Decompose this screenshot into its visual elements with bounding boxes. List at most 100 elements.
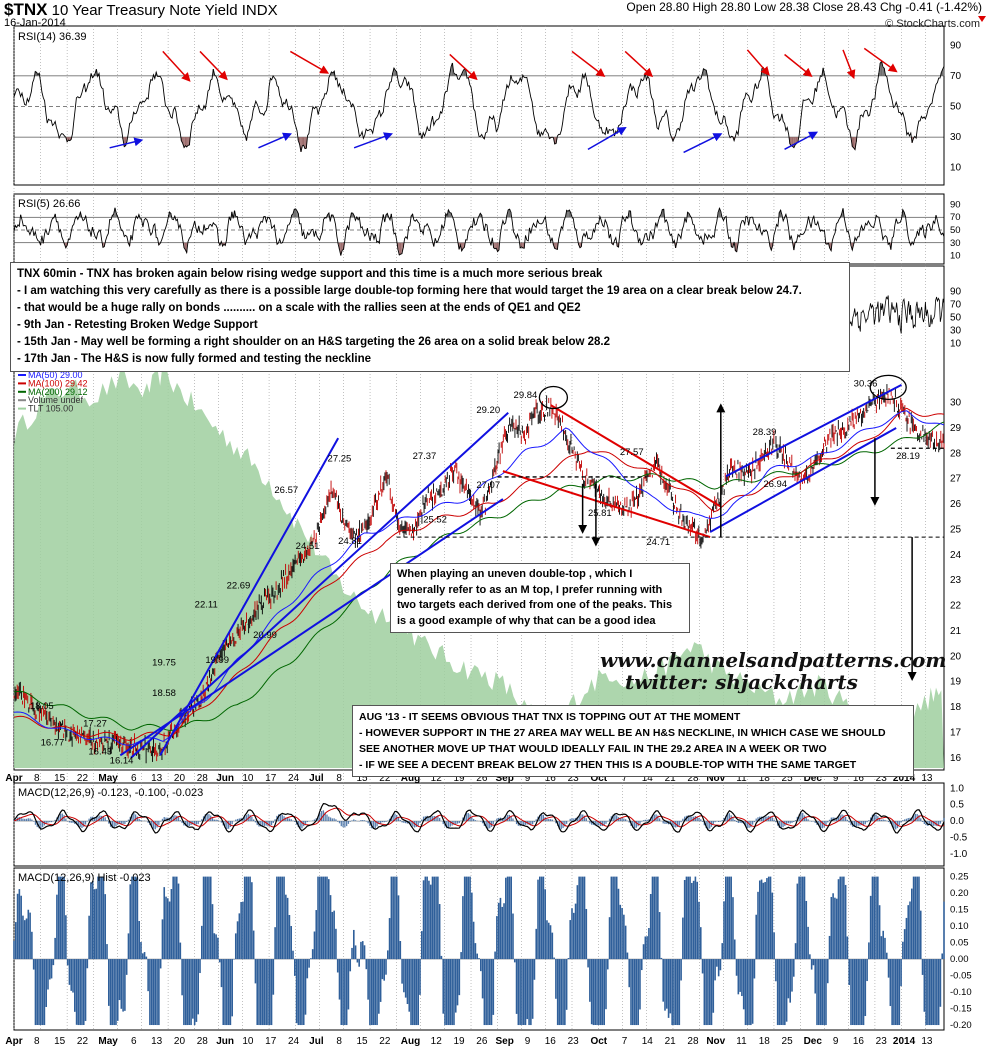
x-tick-label: 25	[782, 1036, 794, 1047]
price-tick-label: 22	[950, 601, 962, 612]
x-tick-label: 23	[876, 1036, 888, 1047]
x-tick-label: 28	[687, 773, 699, 784]
x-tick-label: 21	[665, 773, 677, 784]
note-line: - HOWEVER SUPPORT IN THE 27 AREA MAY WEL…	[359, 727, 886, 739]
x-tick-label: 9	[833, 1036, 839, 1047]
hist-tick-label: 0.00	[950, 954, 969, 965]
price-label: 24.71	[646, 537, 670, 548]
x-tick-label: 9	[833, 773, 839, 784]
x-tick-label: Dec	[804, 773, 823, 784]
hist-tick-label: 0.05	[950, 938, 969, 949]
hist-tick-label: -0.15	[950, 1004, 972, 1015]
x-tick-label: 28	[197, 1036, 209, 1047]
note-line: SEE ANOTHER MOVE UP THAT WOULD IDEALLY F…	[359, 743, 827, 755]
x-tick-label: May	[98, 773, 118, 784]
hist-tick-label: 0.15	[950, 905, 969, 916]
price-label: 22.69	[227, 580, 251, 591]
macd-tick-label: 0.0	[950, 816, 964, 827]
rsi5-tick-label: 70	[950, 212, 961, 223]
note-line: - 9th Jan - Retesting Broken Wedge Suppo…	[17, 319, 258, 331]
rsi-divergence-arrow-red	[746, 49, 770, 76]
x-tick-label: 8	[336, 1036, 342, 1047]
note-line: TNX 60min - TNX has broken again below r…	[17, 268, 603, 280]
x-tick-label: 26	[476, 1036, 488, 1047]
legend-label: Volume undef	[28, 395, 84, 405]
macd-tick-label: -0.5	[950, 832, 968, 843]
macd-title: MACD(12,26,9) -0.123, -0.100, -0.023	[18, 787, 203, 799]
falling-channel-lower	[502, 470, 711, 539]
x-tick-label: Apr	[5, 1036, 22, 1047]
x-tick-label: Aug	[401, 1036, 420, 1047]
x-tick-label: 12	[431, 1036, 443, 1047]
rsi-divergence-arrow-blue	[587, 127, 627, 150]
rising-wedge-upper	[725, 383, 902, 478]
panel-frame	[13, 193, 945, 265]
x-tick-label: 14	[642, 773, 654, 784]
x-tick-label: Jul	[309, 773, 324, 784]
x-tick-label: 20	[174, 1036, 186, 1047]
price-label: 25.52	[423, 514, 447, 525]
price-label: 30.36	[854, 379, 878, 390]
x-tick-label: 16	[853, 773, 865, 784]
rsi-divergence-arrow-red	[162, 50, 191, 82]
x-tick-label: 11	[736, 773, 747, 784]
x-tick-label: 11	[736, 1036, 747, 1047]
price-label: 29.84	[514, 390, 538, 401]
x-tick-label: 19	[453, 773, 465, 784]
x-tick-label: 18	[759, 773, 771, 784]
hist-tick-label: 0.10	[950, 921, 969, 932]
ohlc-readout: Open 28.80 High 28.80 Low 28.38 Close 28…	[626, 0, 982, 14]
macd-line	[13, 802, 945, 834]
rsi5-tick-label: 50	[950, 225, 961, 236]
hist-tick-label: -0.05	[950, 971, 972, 982]
m-top-commentary: When playing an uneven double-top , whic…	[390, 563, 690, 633]
rsi-divergence-arrow-blue	[784, 131, 819, 151]
rsi-strip-tick-label: 10	[950, 339, 962, 350]
x-tick-label: 20	[174, 773, 186, 784]
ma200-line	[13, 421, 945, 731]
peak-circle	[538, 385, 569, 410]
symbol-name: 10 Year Treasury Note Yield INDX	[51, 2, 278, 19]
note-line: - 17th Jan - The H&S is now fully formed…	[17, 353, 371, 365]
rsi-divergence-arrow-blue	[258, 132, 292, 149]
x-tick-label: 16	[853, 1036, 865, 1047]
peak-circle	[869, 374, 907, 401]
x-tick-label: Oct	[590, 773, 607, 784]
x-tick-label: Dec	[804, 1036, 823, 1047]
x-tick-label: 9	[525, 1036, 531, 1047]
price-tick-label: 18	[950, 702, 962, 713]
hist-tick-label: -0.10	[950, 987, 972, 998]
rsi5-line	[13, 207, 945, 256]
x-tick-label: 6	[131, 1036, 137, 1047]
price-tick-label: 25	[950, 524, 962, 535]
price-label: 18.58	[152, 688, 176, 699]
rsi-strip-line	[832, 295, 945, 334]
x-tick-label: 6	[131, 773, 137, 784]
price-label: 19.99	[205, 655, 229, 666]
symbol: $TNX	[4, 0, 48, 19]
rsi14-title: RSI(14) 36.39	[18, 31, 86, 43]
rsi5-tick-label: 30	[950, 238, 961, 249]
x-tick-label: 16	[545, 773, 557, 784]
note-line: - I am watching this very carefully as t…	[17, 285, 802, 297]
price-label: 28.19	[896, 451, 920, 462]
x-tick-label: Oct	[590, 1036, 607, 1047]
rsi14-tick-label: 10	[950, 163, 962, 174]
rsi-divergence-arrow-red	[842, 49, 856, 80]
price-tick-label: 28	[950, 448, 962, 459]
x-tick-label: 28	[687, 1036, 699, 1047]
rsi-strip-tick-label: 70	[950, 300, 962, 311]
price-label: 24.51	[296, 541, 320, 552]
rsi-divergence-arrow-blue	[353, 132, 394, 149]
price-label: 29.20	[476, 405, 500, 416]
x-tick-label: 13	[151, 773, 163, 784]
rsi-strip-tick-label: 30	[950, 326, 962, 337]
ma50-line	[13, 410, 945, 746]
price-label: 26.57	[274, 485, 298, 496]
x-tick-label: 8	[336, 773, 342, 784]
note-line: AUG '13 - IT SEEMS OBVIOUS THAT TNX IS T…	[359, 711, 741, 723]
price-tick-label: 23	[950, 575, 962, 586]
price-label: 27.57	[620, 447, 644, 458]
rsi-divergence-arrow-red	[571, 50, 606, 77]
